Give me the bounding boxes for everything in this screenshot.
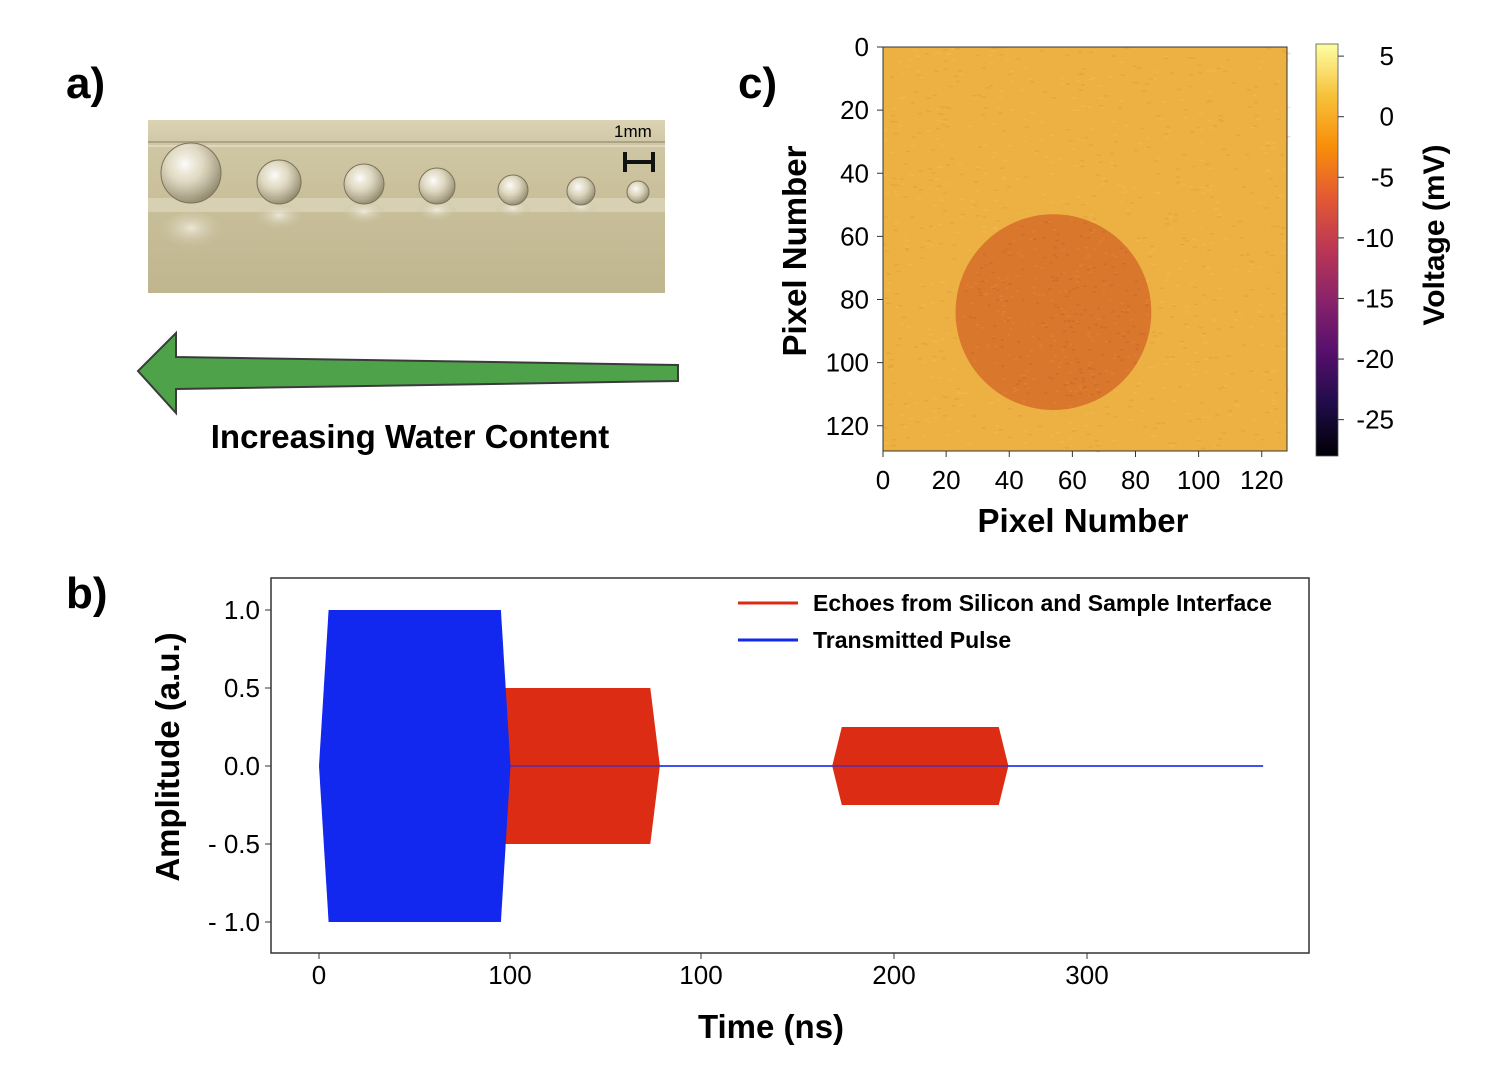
panel-a-letter: a) (66, 59, 106, 108)
waveform-x-tick-label: 100 (679, 960, 722, 990)
waveform-y-tick-label: 0.0 (224, 751, 260, 781)
waveform-y-tick-label: 0.5 (224, 673, 260, 703)
heatmap-x-tick-label: 40 (995, 465, 1024, 495)
heatmap-x-tick-label: 20 (932, 465, 961, 495)
colorbar-gradient (1315, 43, 1339, 457)
heatmap-y-tick-label: 20 (840, 95, 869, 125)
colorbar-tick-label: 0 (1380, 102, 1394, 132)
waveform-x-tick-label: 200 (872, 960, 915, 990)
heatmap-plot-area (882, 46, 1291, 453)
legend-label: Echoes from Silicon and Sample Interface (813, 590, 1272, 616)
colorbar-tick-label: -20 (1356, 344, 1394, 374)
heatmap-x-tick-label: 0 (876, 465, 890, 495)
arrow-label: Increasing Water Content (210, 418, 610, 455)
scale-bar-label: 1mm (614, 122, 652, 141)
waveform-ylabel: Amplitude (a.u.) (149, 632, 186, 882)
heatmap-ylabel: Pixel Number (776, 145, 813, 357)
colorbar-tick-label: 5 (1380, 41, 1394, 71)
heatmap-circular-feature (955, 214, 1152, 410)
colorbar-label: Voltage (mV) (1418, 144, 1451, 326)
heatmap-frame (882, 46, 1288, 452)
waveform-y-tick-label: - 1.0 (208, 907, 260, 937)
colorbar-tick-label: -10 (1356, 223, 1394, 253)
waveform-marks (319, 610, 1264, 922)
heatmap-y-tick-label: 40 (840, 158, 869, 188)
water-content-arrow (136, 330, 679, 416)
heatmap-x-tick-label: 60 (1058, 465, 1087, 495)
droplets (159, 142, 650, 252)
heatmap-y-tick-label: 0 (855, 32, 869, 62)
heatmap-y-tick-label: 80 (840, 285, 869, 315)
heatmap-x-tick-label: 120 (1240, 465, 1283, 495)
droplet-photo: 1mm (148, 120, 665, 293)
legend-label: Transmitted Pulse (813, 627, 1011, 653)
heatmap-x-tick-label: 80 (1121, 465, 1150, 495)
colorbar-tick-label: -5 (1371, 162, 1394, 192)
waveform-chart: 0 100 100 200 300 1.0 0.5 0.0 - 0.5 - 1.0 Echoes… (208, 577, 1310, 990)
waveform-y-tick-label: 1.0 (224, 595, 260, 625)
colorbar: 5 0 -5 -10 -15 -20 -25 (1315, 41, 1394, 457)
scale-bar (623, 152, 655, 172)
waveform-y-axis: 1.0 0.5 0.0 - 0.5 - 1.0 (208, 595, 271, 937)
heatmap-x-axis: 0 20 40 60 80 100 120 (876, 451, 1283, 495)
heatmap-y-axis: 0 20 40 60 80 100 120 (826, 32, 883, 441)
heatmap-feature-noise (963, 220, 1150, 407)
panel-b-letter: b) (66, 569, 108, 618)
heatmap-y-tick-label: 100 (826, 348, 869, 378)
heatmap-x-tick-label: 100 (1177, 465, 1220, 495)
heatmap-xlabel: Pixel Number (977, 502, 1189, 539)
heatmap-y-tick-label: 120 (826, 411, 869, 441)
panel-c-letter: c) (738, 59, 778, 108)
waveform-x-tick-label: 0 (312, 960, 326, 990)
colorbar-tick-label: -25 (1356, 405, 1394, 435)
heatmap-chart: 0 20 40 60 80 100 120 0 20 40 60 80 100 120 5 0 -5 -10 -… (826, 32, 1394, 495)
transmitted-pulse-burst-1 (319, 610, 511, 922)
heatmap-y-tick-label: 60 (840, 221, 869, 251)
colorbar-tick-label: -15 (1356, 283, 1394, 313)
waveform-xlabel: Time (ns) (697, 1008, 845, 1045)
waveform-x-tick-label: 100 (488, 960, 531, 990)
legend: Echoes from Silicon and Sample Interface… (738, 590, 1272, 653)
waveform-y-tick-label: - 0.5 (208, 829, 260, 859)
waveform-x-tick-label: 300 (1065, 960, 1108, 990)
waveform-x-axis: 0 100 100 200 300 (312, 953, 1109, 990)
